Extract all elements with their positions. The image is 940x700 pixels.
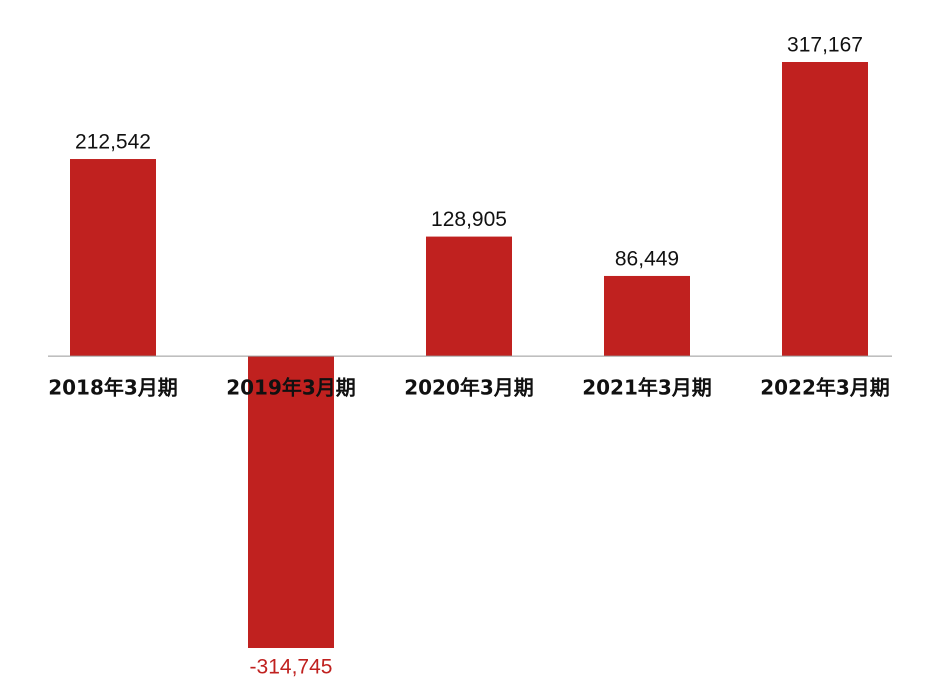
- x-tick-label: 2019年3月期: [226, 376, 356, 400]
- bar: [248, 356, 334, 648]
- x-tick-label: 2022年3月期: [760, 376, 890, 400]
- x-tick-label: 2020年3月期: [404, 376, 534, 400]
- bar: [782, 62, 868, 357]
- value-label: 128,905: [431, 208, 507, 231]
- bar: [604, 275, 690, 357]
- x-tick-label: 2021年3月期: [582, 376, 712, 400]
- value-label: -314,745: [250, 656, 333, 679]
- value-label: 86,449: [615, 248, 679, 271]
- x-tick-label: 2018年3月期: [48, 376, 178, 400]
- value-label: 212,542: [75, 131, 151, 154]
- value-label: 317,167: [787, 34, 863, 57]
- bar: [70, 159, 156, 357]
- bar: [426, 236, 512, 357]
